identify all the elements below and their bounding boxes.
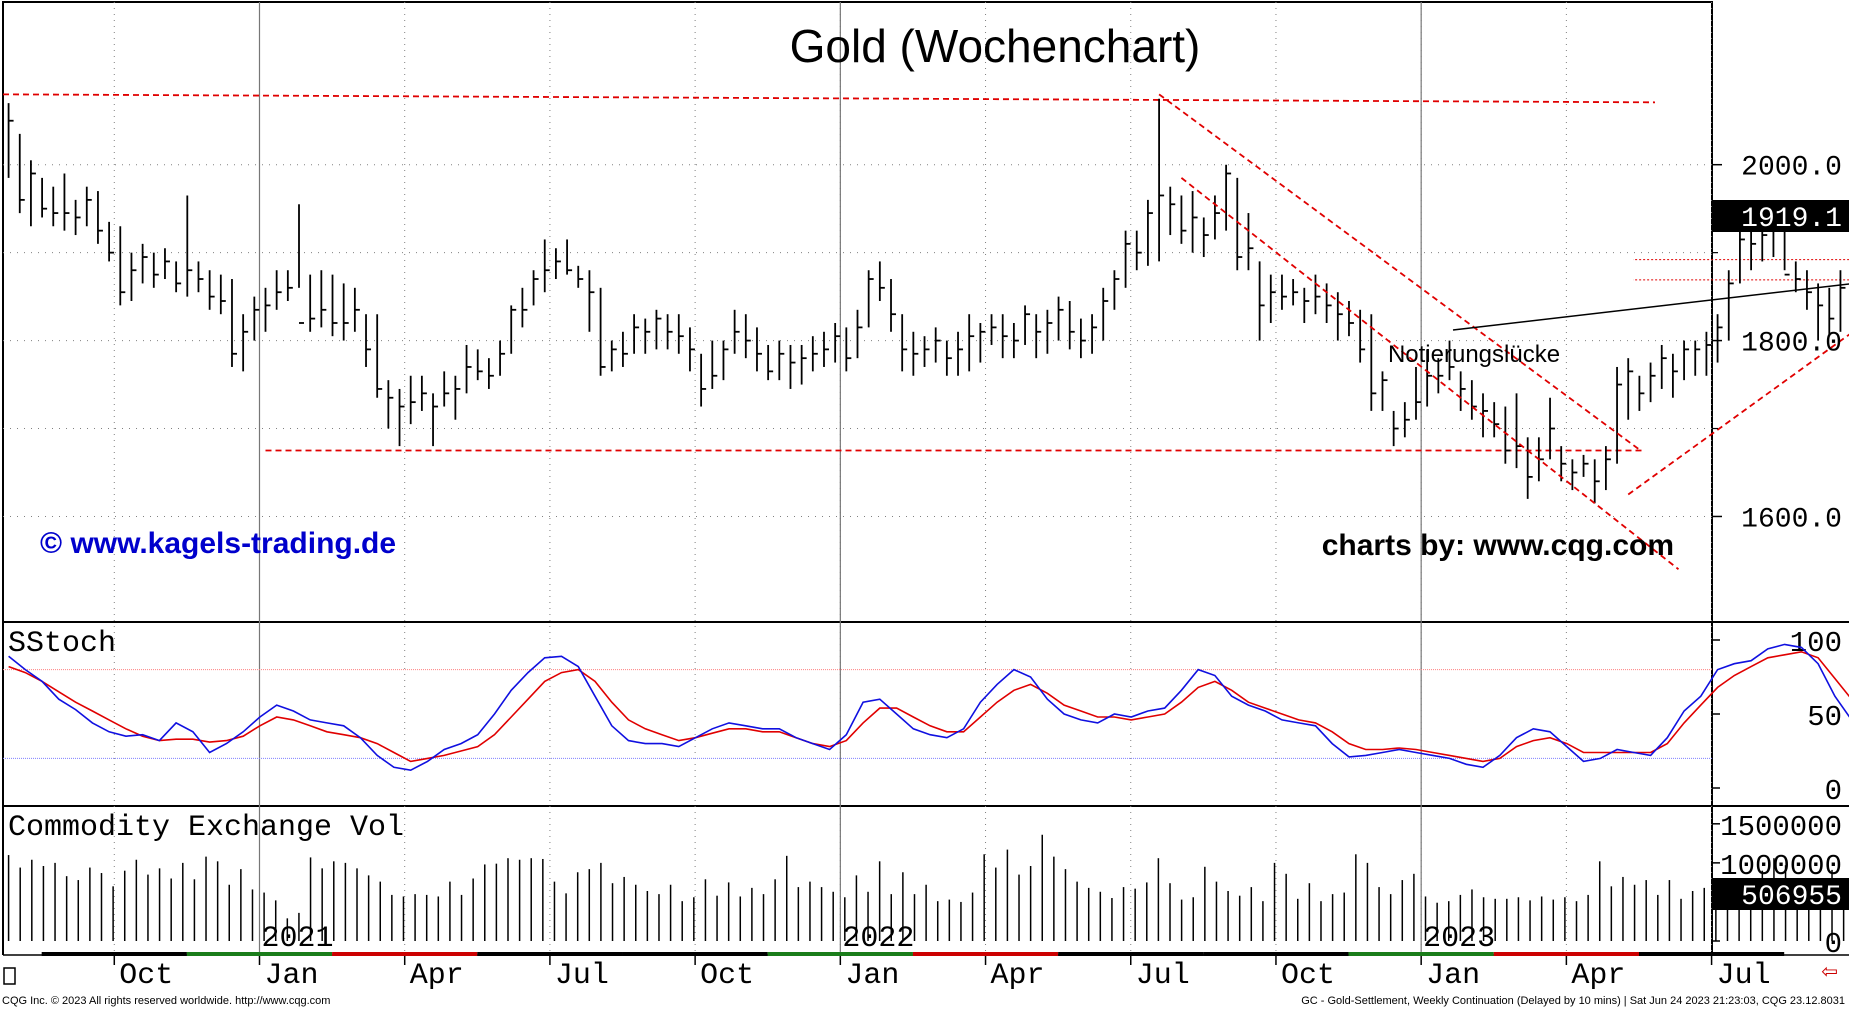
month-label: Jan (845, 959, 899, 993)
stoch-d-line (8, 650, 1849, 763)
price-tick-label: 1800.0 (1741, 329, 1842, 360)
channel-lower-line (1180, 177, 1680, 570)
time-axis: Oct Jan Apr Jul Oct Jan Apr Jul Oct Jan Apr Jul 2021… (41, 922, 1785, 993)
price-bars (7, 98, 1846, 504)
last-volume-box (1712, 878, 1849, 910)
price-tick-label: 2000.0 (1741, 153, 1842, 184)
month-label: Jul (1717, 959, 1771, 993)
footer-right: GC - Gold-Settlement, Weekly Continuatio… (1301, 995, 1845, 1007)
period-strip (1638, 952, 1785, 956)
stochastic-panel: 0 50 100 (3, 627, 1849, 808)
volume-tick-label: 0 (1825, 928, 1842, 961)
period-strip (767, 952, 913, 956)
price-tick-label: 1600.0 (1741, 504, 1842, 535)
period-strip (1348, 952, 1494, 956)
period-strip (1203, 952, 1349, 956)
month-label: Jul (555, 959, 609, 993)
stoch-label: SStoch (8, 627, 116, 661)
period-strip (186, 952, 333, 956)
period-strip (477, 952, 623, 956)
gap-annotation (1452, 283, 1849, 331)
footer-left: CQG Inc. © 2023 All rights reserved worl… (2, 995, 330, 1007)
resistance-line (2, 93, 1656, 104)
month-label: Oct (1281, 959, 1335, 993)
horizontal-levels (2, 93, 1849, 452)
watermark-left: © www.kagels-trading.de (40, 527, 396, 560)
month-label: Apr (991, 959, 1045, 993)
watermark-right: charts by: www.cqg.com (1322, 529, 1674, 562)
price-axis: 1600.0 1800.0 2000.0 (1712, 153, 1842, 535)
period-strip (41, 952, 187, 956)
period-strip (1058, 952, 1204, 956)
volume-label: Commodity Exchange Vol (8, 811, 404, 845)
last-price-label: 1919.1 (1741, 204, 1842, 235)
month-label: Jan (1426, 959, 1480, 993)
month-label: Oct (119, 959, 173, 993)
gap-arrow (1452, 283, 1849, 331)
last-volume-label: 506955 (1741, 882, 1842, 913)
year-label: 2021 (261, 922, 333, 956)
month-label: Apr (410, 959, 464, 993)
month-label: Jul (1136, 959, 1190, 993)
chart-title: Gold (Wochenchart) (790, 20, 1201, 72)
period-strip (332, 952, 478, 956)
period-strip (622, 952, 768, 956)
period-strip (1493, 952, 1639, 956)
year-label: 2022 (842, 922, 914, 956)
period-strip (912, 952, 1059, 956)
stoch-tick-label: 0 (1825, 775, 1842, 808)
scroll-left-arrow-icon[interactable]: ⇦ (1821, 961, 1838, 983)
year-label: 2023 (1423, 922, 1495, 956)
month-label: Jan (264, 959, 318, 993)
last-price-box (1712, 200, 1849, 232)
month-label: Apr (1571, 959, 1625, 993)
volume-panel: 0 1000000 1500000 (7, 811, 1845, 961)
trendlines (1158, 93, 1849, 570)
page-icon (3, 967, 16, 985)
month-label: Oct (700, 959, 754, 993)
gap-annotation-label: Notierungslücke (1388, 341, 1560, 368)
volume-tick-label: 1000000 (1720, 850, 1842, 883)
uptrend-support-line (1627, 333, 1849, 496)
stoch-tick-label: 50 (1807, 701, 1842, 734)
stoch-k-line (8, 643, 1849, 772)
stoch-tick-label: 100 (1790, 627, 1842, 660)
volume-tick-label: 1500000 (1720, 811, 1842, 844)
